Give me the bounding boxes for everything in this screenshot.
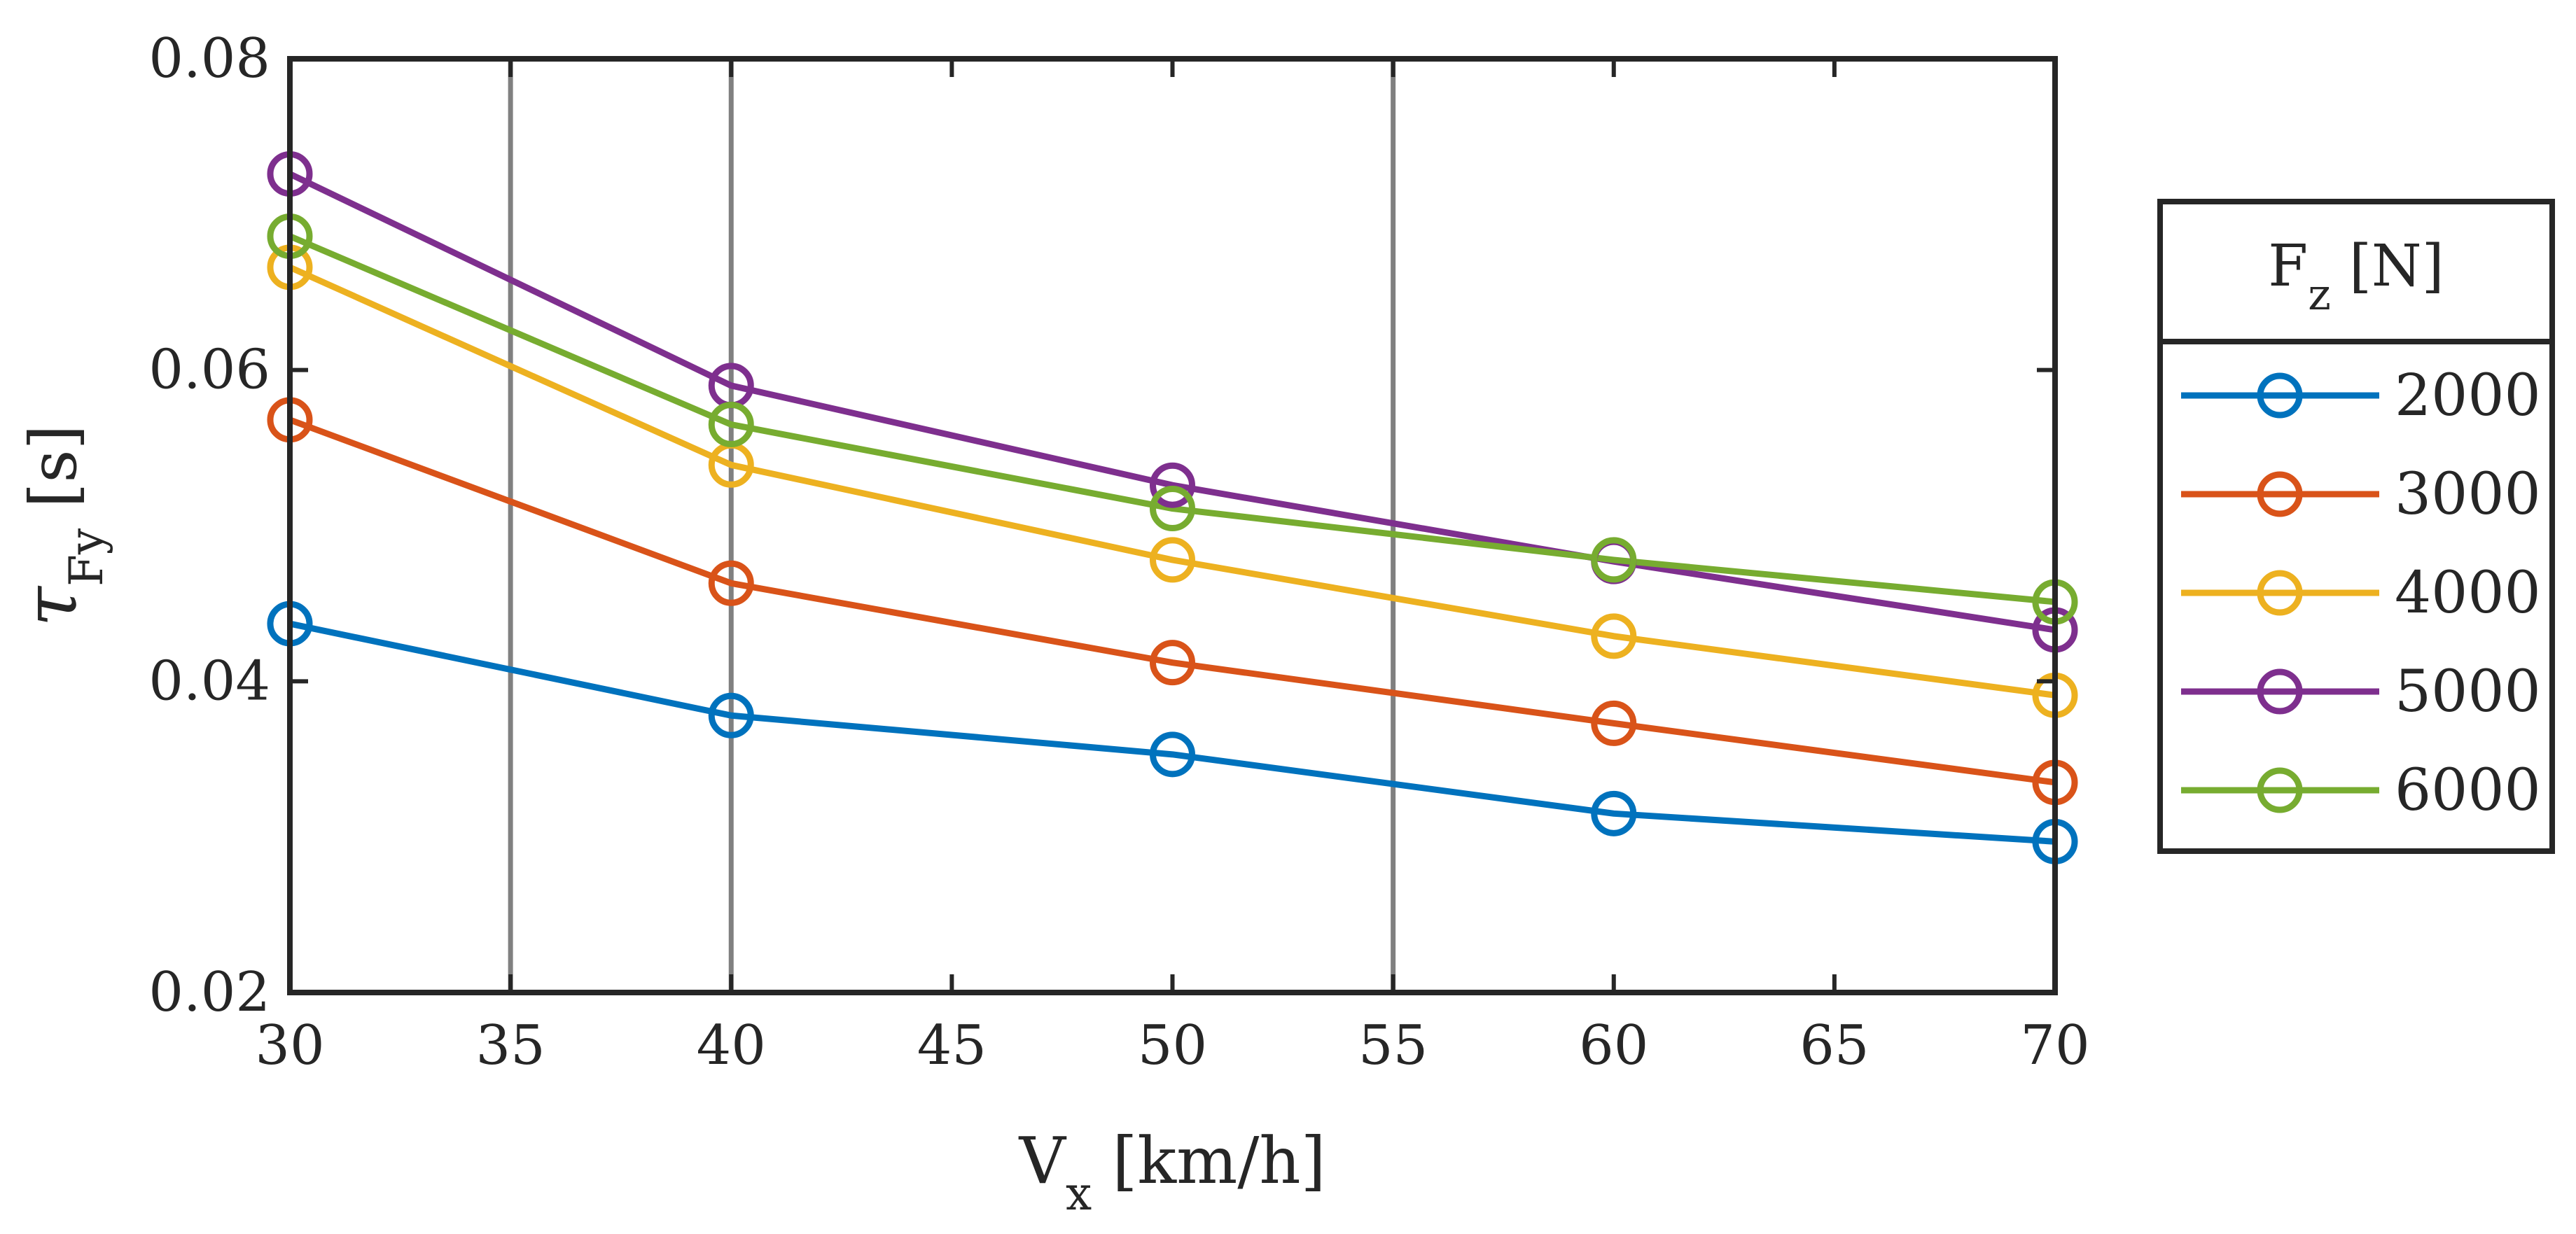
series-line-4000 — [288, 264, 2056, 699]
series-line-6000 — [288, 233, 2056, 605]
x-tick-label: 70 — [2020, 1014, 2089, 1077]
legend-item-3000: 3000 — [2181, 461, 2541, 528]
legend-item-2000: 2000 — [2181, 363, 2541, 429]
x-axis-ticks: 30 35 40 45 50 55 60 65 70 — [255, 59, 2090, 1077]
x-tick-label: 35 — [475, 1014, 545, 1077]
y-axis-ticks: 0.02 0.04 0.06 0.08 — [148, 27, 2055, 1024]
x-axis-label-main: V — [1019, 1123, 1067, 1198]
x-tick-label: 45 — [917, 1014, 987, 1077]
legend-box — [2157, 199, 2555, 854]
data-point-6000-60 — [1591, 537, 1637, 583]
y-axis-label: τFy [s] — [8, 425, 113, 627]
data-point-4000-40 — [708, 442, 754, 488]
legend-label: 6000 — [2395, 757, 2541, 824]
y-tick-label: 0.02 — [148, 961, 270, 1024]
legend-title-main: F — [2268, 233, 2308, 300]
data-point-4000-60 — [1591, 613, 1637, 659]
legend-marker — [2257, 570, 2303, 616]
legend-item-4000: 4000 — [2181, 560, 2541, 626]
legend-item-5000: 5000 — [2181, 659, 2541, 725]
legend-marker — [2257, 372, 2303, 419]
x-tick-label: 65 — [1799, 1014, 1869, 1077]
series-line-5000 — [288, 171, 2056, 633]
x-axis-label-sub: x — [1066, 1167, 1092, 1221]
legend-marker — [2257, 668, 2303, 715]
series-line-2000 — [289, 620, 2056, 845]
data-point-5000-40 — [708, 363, 754, 409]
legend: Fz [N] 2000 3000 4000 5000 6000 — [2157, 199, 2555, 854]
data-point-6000-40 — [708, 401, 754, 447]
legend-marker — [2257, 471, 2303, 517]
data-point-3000-60 — [1591, 700, 1637, 746]
series-lines — [288, 171, 2056, 845]
data-point-2000-40 — [708, 692, 754, 738]
legend-marker — [2257, 767, 2303, 813]
legend-title-sub: z — [2308, 269, 2331, 320]
y-axis-label-main: τ — [8, 585, 93, 626]
data-point-2000-60 — [1591, 790, 1637, 836]
x-tick-label: 30 — [255, 1014, 324, 1077]
legend-label: 5000 — [2395, 659, 2541, 725]
y-tick-label: 0.08 — [148, 27, 270, 90]
y-axis-label-sub: Fy — [60, 528, 113, 587]
x-tick-label: 50 — [1138, 1014, 1207, 1077]
legend-items: 2000 3000 4000 5000 6000 — [2181, 363, 2541, 824]
x-tick-label: 40 — [697, 1014, 766, 1077]
y-axis-label-unit: [s] — [16, 425, 91, 528]
x-tick-label: 60 — [1579, 1014, 1648, 1077]
y-tick-label: 0.04 — [148, 650, 270, 713]
data-point-6000-50 — [1150, 486, 1195, 532]
data-point-3000-40 — [708, 560, 754, 606]
data-point-4000-50 — [1150, 537, 1195, 583]
x-axis-label-unit: [km/h] — [1092, 1123, 1325, 1198]
x-tick-label: 55 — [1358, 1014, 1428, 1077]
legend-label: 3000 — [2395, 461, 2541, 528]
x-axis-label: Vx [km/h] — [1019, 1123, 1326, 1221]
data-point-5000-50 — [1150, 462, 1195, 508]
y-tick-label: 0.06 — [148, 339, 270, 402]
legend-item-6000: 6000 — [2181, 757, 2541, 824]
data-point-2000-50 — [1150, 731, 1195, 778]
series-line-3000 — [288, 416, 2056, 786]
legend-title: Fz [N] — [2268, 233, 2444, 320]
legend-title-unit: [N] — [2331, 233, 2444, 300]
data-point-3000-50 — [1150, 640, 1195, 686]
legend-label: 2000 — [2395, 363, 2541, 429]
legend-label: 4000 — [2395, 560, 2541, 626]
